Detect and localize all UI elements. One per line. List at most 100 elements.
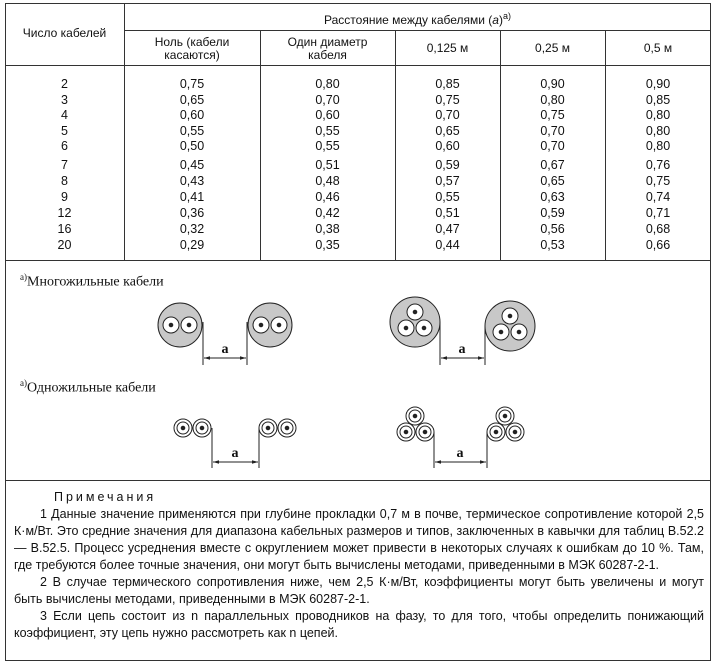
row-label: 9 [61,190,68,204]
cell: 0,75 [435,92,460,107]
cell: 0,43 [179,174,205,188]
row-label: 2 [61,77,68,91]
cable-drawings: a a a a [157,296,536,468]
cell: 0,67 [540,158,565,172]
row-label: 16 [57,222,72,236]
cell: 0,70 [540,123,565,138]
single-label: а)Одножильные кабели [20,378,156,397]
cell: 0,57 [435,174,460,188]
cell: 0,76 [645,158,671,172]
rule [124,3,125,261]
cell: 0,59 [435,158,460,172]
cell: 0,42 [315,206,340,220]
cell: 0,55 [435,190,460,204]
cell: 0,60 [179,108,205,122]
cell: 0,45 [179,158,205,172]
group-header: Расстояние между кабелями (a)а) [124,10,711,27]
cell: 0,55 [315,123,340,138]
column-header: 0,25 м [535,41,570,55]
cell: 0,85 [435,77,460,91]
cell: 0,70 [435,108,460,122]
column-header: 0,5 м [643,41,673,55]
row-label: 7 [61,158,68,172]
cell: 0,35 [315,238,340,252]
rule [260,30,261,261]
cell: 0,56 [540,222,565,236]
column-header: Один диаметр кабеля [287,35,368,62]
row-label: 6 [61,139,68,153]
notes-list: 1 Данные значение применяются при глубин… [14,506,704,642]
text: Многожильные кабели [27,274,164,290]
cell: 0,80 [645,108,671,122]
column-header: 0,125 м [426,41,469,55]
notes-heading: Примечания [54,490,157,504]
cell: 0,29 [179,238,205,252]
cell: 0,55 [179,123,205,138]
text: Одножильные кабели [27,380,156,396]
cell: 0,46 [315,190,340,204]
corner-header: Число кабелей [22,26,107,40]
rule [5,65,711,66]
cell: 0,59 [540,206,565,220]
cell: 0,85 [645,92,671,107]
row-label: 3 [61,92,68,107]
cell: 0,65 [435,123,460,138]
note: 2 В случае термического сопротивления ни… [14,575,704,606]
text: Расстояние между кабелями ( [324,13,493,27]
cell: 0,80 [645,139,671,153]
cell: 0,70 [315,92,340,107]
row-label: 20 [57,238,72,252]
text: а) [20,272,27,282]
cell: 0,90 [540,77,565,91]
row-label: 8 [61,174,68,188]
cell: 0,50 [179,139,205,153]
cell: 0,48 [315,174,340,188]
cell: 0,55 [315,139,340,153]
text: a [492,13,499,27]
cell: 0,90 [645,77,671,91]
cell: 0,36 [179,206,205,220]
notes: Примечания 1 Данные значение применяются… [5,480,711,661]
rule [124,30,711,31]
distance-label: a [457,446,464,461]
row-label: 4 [61,108,68,122]
cell: 0,80 [540,92,565,107]
rule [605,30,606,261]
cell: 0,51 [435,206,460,220]
cell: 0,38 [315,222,340,236]
cell: 0,44 [435,238,460,252]
text: а) [20,378,27,388]
cell: 0,65 [540,174,565,188]
cell: 0,75 [179,77,205,91]
cell: 0,60 [315,108,340,122]
cell: 0,47 [435,222,460,236]
cell: 0,32 [179,222,205,236]
cell: 0,66 [645,238,671,252]
row-label: 5 [61,123,68,138]
cell: 0,75 [540,108,565,122]
cell: 0,60 [435,139,460,153]
cell: 0,51 [315,158,340,172]
cell: 0,63 [540,190,565,204]
cell: 0,68 [645,222,671,236]
cell: 0,53 [540,238,565,252]
cell: 0,41 [179,190,205,204]
distance-label: a [222,342,229,357]
note: 3 Если цепь состоит из n параллельных пр… [14,609,704,640]
rule [500,30,501,261]
column-header: Ноль (кабели касаются) [154,35,230,62]
cell: 0,80 [315,77,340,91]
cell: 0,80 [645,123,671,138]
text: ) [498,13,503,27]
cell: 0,74 [645,190,671,204]
distance-label: a [232,446,239,461]
multi-label: а)Многожильные кабели [20,272,164,291]
cell: 0,65 [179,92,205,107]
rule [395,30,396,261]
row-label: 12 [57,206,72,220]
cell: 0,75 [645,174,671,188]
cell: 0,70 [540,139,565,153]
note: 1 Данные значение применяются при глубин… [14,507,704,572]
text: а) [502,11,511,21]
